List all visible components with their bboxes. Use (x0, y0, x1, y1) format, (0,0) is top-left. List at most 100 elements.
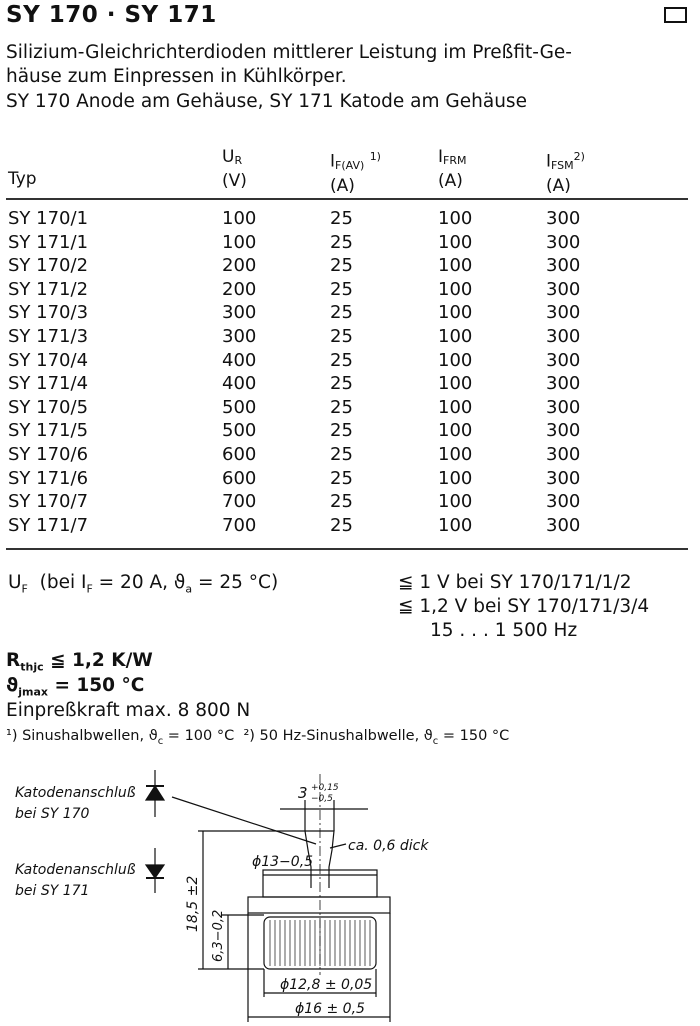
footnote-ref: 1) (369, 150, 381, 163)
condition: = 20 A, ϑ (92, 572, 186, 593)
leader-line (171, 796, 317, 845)
description-line: Silizium-Gleichrichterdioden mittlerer L… (6, 42, 572, 63)
condition: = 25 °C) (192, 572, 279, 593)
subscript: FSM (551, 158, 574, 172)
table-row: SY 170/3 300 25 100 300 (0, 302, 700, 326)
table-cell: 400 (222, 349, 257, 371)
cell-type: SY 171/5 (8, 420, 89, 442)
table-cell: 25 (330, 514, 353, 536)
knurl-lines (269, 920, 371, 966)
table-row: SY 170/1 100 25 100 300 (0, 208, 700, 232)
table-cell: 300 (222, 326, 257, 347)
column-header-ur: UR (V) (222, 146, 247, 192)
table-cell: 200 (222, 278, 257, 300)
unit: (A) (438, 171, 463, 191)
table-cell: 300 (546, 444, 581, 465)
collar (247, 896, 391, 914)
package-drawing: Katodenanschluß bei SY 170 Katodenanschl… (15, 770, 429, 1022)
table-cell: 25 (330, 208, 353, 229)
subscript: R (234, 154, 243, 167)
table-cell: 100 (438, 302, 473, 324)
drawing-label: Katodenanschluß (15, 862, 136, 878)
column-header-ifrm: IFRM (A) (438, 146, 466, 192)
max-junction-temp: ϑjmax = 150 °C (6, 675, 144, 699)
table-cell: 300 (546, 231, 581, 253)
subscript: c (157, 735, 164, 747)
subscript: thjc (20, 660, 44, 674)
table-cell: 300 (546, 491, 581, 513)
frequency-range: 15 . . . 1 500 Hz (430, 620, 578, 641)
description-line: SY 170 Anode am Gehäuse, SY 171 Katode a… (6, 91, 527, 112)
footnote-2: = 150 °C (438, 728, 510, 744)
subscript: jmax (18, 685, 48, 699)
table-cell: 300 (222, 302, 257, 324)
dimension-label: 18,5 ±2 (185, 876, 201, 932)
box-outline-icon (664, 7, 687, 23)
table-row: SY 171/3 300 25 100 300 (0, 326, 700, 350)
table-cell: 25 (330, 467, 353, 489)
symbol: R (6, 650, 21, 671)
table-cell: 25 (330, 255, 353, 277)
diode-symbol-icon (144, 770, 166, 817)
table-cell: 25 (330, 373, 353, 395)
table-cell: 100 (438, 467, 473, 489)
table-cell: 300 (546, 420, 581, 442)
symbol: ϑ (6, 675, 19, 696)
thermal-resistance: Rthjc ≦ 1,2 K/W (6, 650, 153, 674)
column-header-ifsm: IFSM2) (A) (546, 146, 585, 197)
table-cell: 100 (222, 231, 257, 253)
table-cell: 100 (222, 208, 257, 229)
table-cell: 25 (330, 349, 353, 371)
knurled-body (263, 916, 377, 970)
table-cell: 300 (546, 467, 581, 489)
table-cell: 300 (546, 326, 581, 347)
dimension-label: 3 (298, 784, 308, 802)
table-cell: 25 (330, 444, 353, 465)
table-cell: 100 (438, 278, 473, 300)
cell-type: SY 171/6 (8, 467, 89, 489)
table-cell: 100 (438, 231, 473, 253)
table-cell: 600 (222, 467, 257, 489)
cell-type: SY 170/1 (8, 208, 89, 229)
description-line: häuse zum Einpressen in Kühlkörper. (6, 66, 347, 87)
unit: (A) (546, 175, 571, 196)
symbol: U (8, 572, 22, 593)
table-cell: 100 (438, 255, 473, 277)
table-cell: 500 (222, 396, 257, 418)
table-cell: 25 (330, 302, 353, 324)
table-row: SY 170/7 700 25 100 300 (0, 491, 700, 515)
table-cell: 300 (546, 302, 581, 324)
table-row: SY 170/2 200 25 100 300 (0, 255, 700, 279)
table-cell: 100 (438, 208, 473, 229)
subscript: FRM (443, 154, 467, 167)
subscript: c (432, 735, 439, 747)
cell-type: SY 170/7 (8, 491, 89, 513)
table-cell: 100 (438, 326, 473, 347)
table-cell: 300 (546, 255, 581, 277)
cell-type: SY 170/6 (8, 444, 89, 465)
footnote-1: ¹) Sinushalbwellen, ϑ (6, 728, 158, 744)
table-row: SY 171/7 700 25 100 300 (0, 515, 700, 539)
table-row: SY 170/4 400 25 100 300 (0, 350, 700, 374)
table-cell: 500 (222, 420, 257, 442)
diode-symbol-icon (144, 848, 166, 893)
column-header-ifav: IF(AV) 1) (A) (330, 146, 381, 197)
symbol: I (438, 147, 444, 167)
table-cell: 25 (330, 491, 353, 513)
subscript: F (21, 582, 28, 596)
divider (6, 548, 688, 550)
press-force: Einpreßkraft max. 8 800 N (6, 700, 251, 721)
table-row: SY 170/6 600 25 100 300 (0, 444, 700, 468)
table-cell: 100 (438, 373, 473, 395)
subscript: F(AV) (335, 158, 365, 172)
cell-type: SY 171/4 (8, 373, 89, 395)
subscript: a (185, 582, 193, 596)
table-cell: 100 (438, 444, 473, 465)
table-cell: 25 (330, 326, 353, 347)
table-cell: 700 (222, 491, 257, 513)
cell-type: SY 171/3 (8, 326, 89, 347)
table-cell: 25 (330, 278, 353, 300)
cell-type: SY 170/2 (8, 255, 89, 277)
cell-type: SY 171/2 (8, 278, 89, 300)
drawing-label: bei SY 170 (15, 806, 90, 822)
